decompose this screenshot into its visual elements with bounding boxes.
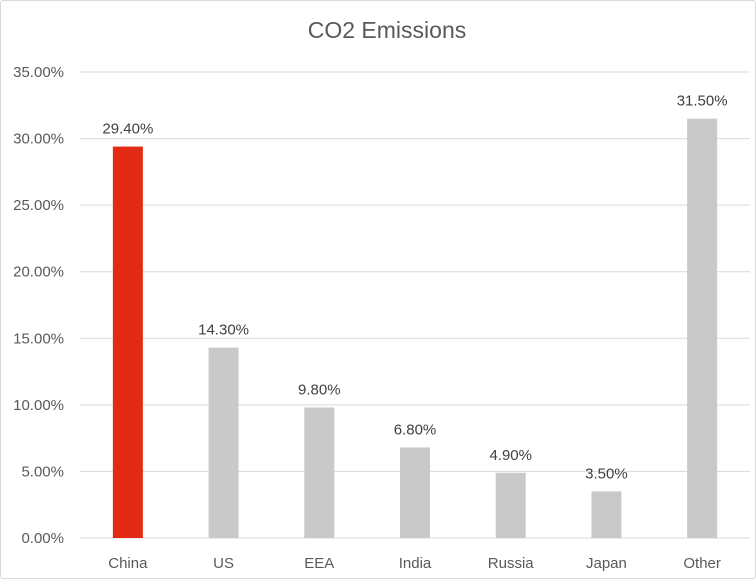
data-label-japan: 3.50%	[585, 465, 628, 482]
x-axis-categories: China US EEA India Russia Japan Other	[108, 555, 721, 572]
data-label-other: 31.50%	[677, 93, 728, 110]
category-label-other: Other	[683, 555, 721, 572]
data-label-eea: 9.80%	[298, 382, 341, 399]
bar-other	[687, 118, 718, 538]
bar-india	[400, 447, 430, 538]
gridlines	[80, 71, 750, 539]
chart-title: CO2 Emissions	[308, 17, 466, 43]
data-label-us: 14.30%	[198, 322, 249, 339]
data-label-india: 6.80%	[394, 421, 437, 438]
category-label-china: China	[108, 555, 148, 572]
y-tick-label: 5.00%	[21, 463, 64, 480]
y-tick-label: 20.00%	[13, 264, 64, 281]
data-label-russia: 4.90%	[489, 447, 532, 464]
category-label-eea: EEA	[304, 555, 334, 572]
y-tick-label: 15.00%	[13, 330, 64, 347]
y-axis-ticks: 0.00% 5.00% 10.00% 15.00% 20.00% 25.00% 30.00%…	[13, 64, 64, 547]
data-label-china: 29.40%	[102, 121, 153, 138]
y-tick-label: 30.00%	[13, 131, 64, 148]
data-labels: 29.40% 14.30% 9.80% 6.80% 4.90% 3.50% 31.50%	[102, 93, 727, 483]
y-tick-label: 25.00%	[13, 197, 64, 214]
y-tick-label: 0.00%	[21, 530, 64, 547]
bar-russia	[495, 472, 526, 538]
y-tick-label: 35.00%	[13, 64, 64, 81]
bar-us	[208, 347, 239, 538]
bar-china	[112, 146, 143, 538]
bars	[112, 118, 718, 538]
category-label-india: India	[399, 555, 432, 572]
category-label-japan: Japan	[586, 555, 627, 572]
y-tick-label: 10.00%	[13, 397, 64, 414]
bar-eea	[304, 407, 335, 538]
category-label-russia: Russia	[488, 555, 535, 572]
category-label-us: US	[213, 555, 234, 572]
bar-japan	[591, 491, 622, 538]
